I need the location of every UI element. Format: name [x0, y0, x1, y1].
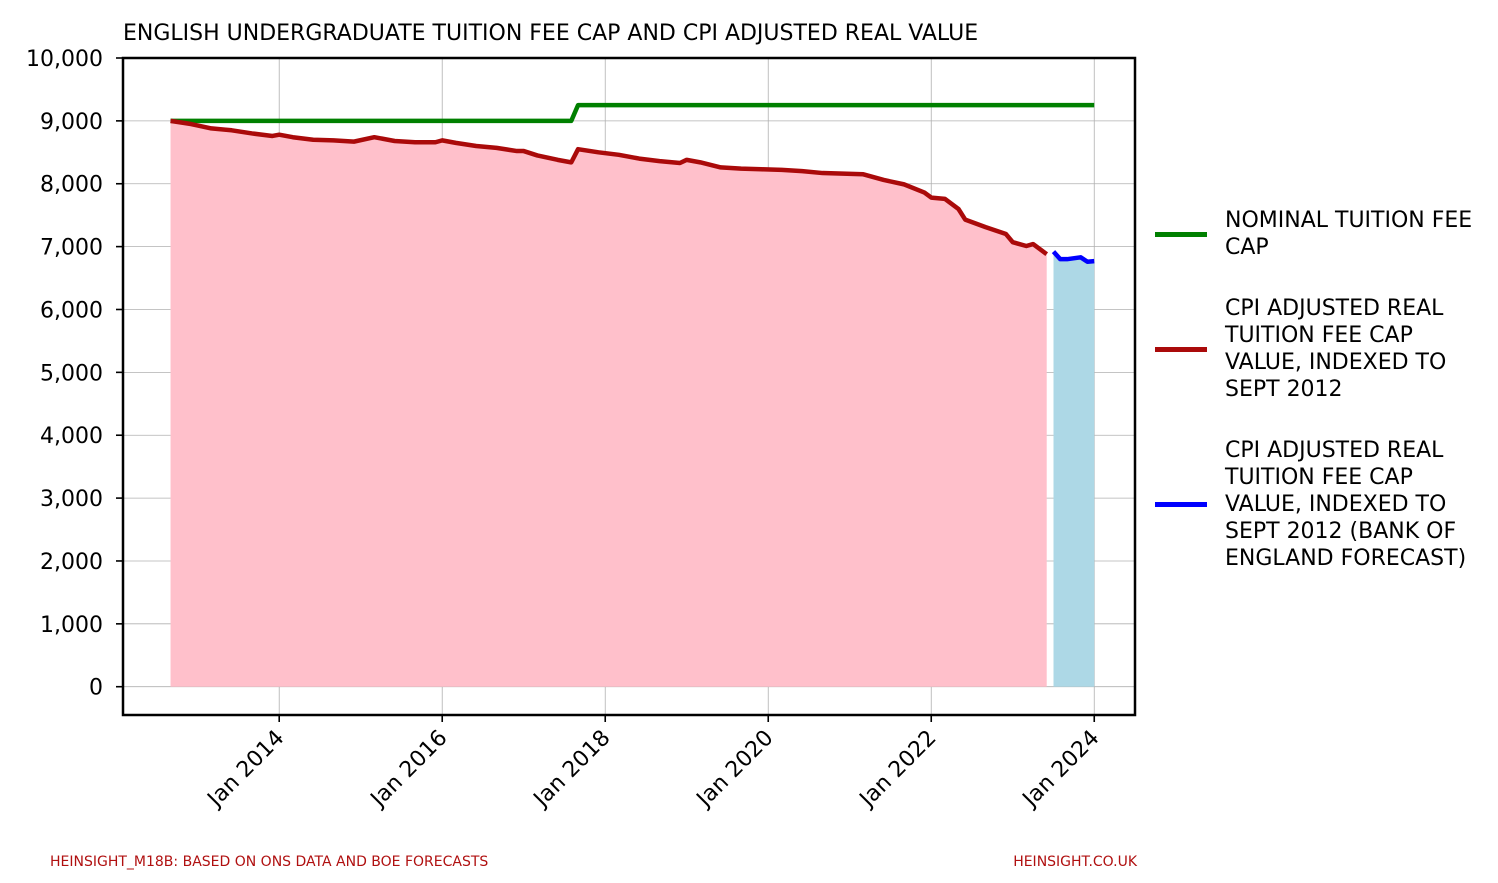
y-tick-label: 10,000	[26, 47, 103, 72]
legend-swatch	[1155, 346, 1207, 352]
legend-label: CPI ADJUSTED REAL TUITION FEE CAP VALUE,…	[1225, 438, 1467, 571]
x-tick-label: Jan 2018	[528, 726, 616, 814]
line	[170, 118, 1049, 256]
legend-label: NOMINAL TUITION FEE CAP	[1225, 208, 1473, 260]
legend-item: NOMINAL TUITION FEE CAP	[1155, 207, 1475, 261]
x-tick-label: Jan 2024	[1017, 726, 1105, 814]
y-tick-label: 8,000	[40, 173, 103, 198]
line	[1051, 250, 1095, 264]
y-tick-label: 1,000	[40, 613, 103, 638]
y-tick-label: 0	[89, 676, 103, 701]
x-tick-label: Jan 2016	[365, 726, 453, 814]
legend: NOMINAL TUITION FEE CAP CPI ADJUSTED REAL…	[1155, 207, 1475, 572]
area	[170, 120, 1047, 687]
legend-swatch	[1155, 502, 1207, 507]
y-tick-label: 6,000	[40, 298, 103, 323]
y-tick-label: 4,000	[40, 424, 103, 449]
legend-item: CPI ADJUSTED REAL TUITION FEE CAP VALUE,…	[1155, 295, 1475, 403]
website: HEINSIGHT.CO.UK	[1013, 854, 1137, 870]
y-tick-label: 2,000	[40, 550, 103, 575]
chart-title: ENGLISH UNDERGRADUATE TUITION FEE CAP AN…	[123, 21, 978, 46]
legend-swatch	[1155, 231, 1207, 237]
y-tick-label: 3,000	[40, 487, 103, 512]
y-tick-label: 7,000	[40, 236, 103, 261]
legend-item: CPI ADJUSTED REAL TUITION FEE CAP VALUE,…	[1155, 437, 1475, 572]
y-tick-label: 5,000	[40, 361, 103, 386]
source-note: HEINSIGHT_M18B: BASED ON ONS DATA AND BO…	[50, 854, 489, 870]
legend-label: CPI ADJUSTED REAL TUITION FEE CAP VALUE,…	[1225, 296, 1447, 402]
x-tick-label: Jan 2022	[854, 726, 942, 814]
line	[170, 102, 1095, 124]
plot-frame	[121, 56, 1137, 717]
area	[1053, 251, 1095, 687]
y-tick-label: 9,000	[40, 110, 103, 135]
x-tick-label: Jan 2014	[202, 726, 290, 814]
x-tick-label: Jan 2020	[691, 726, 779, 814]
